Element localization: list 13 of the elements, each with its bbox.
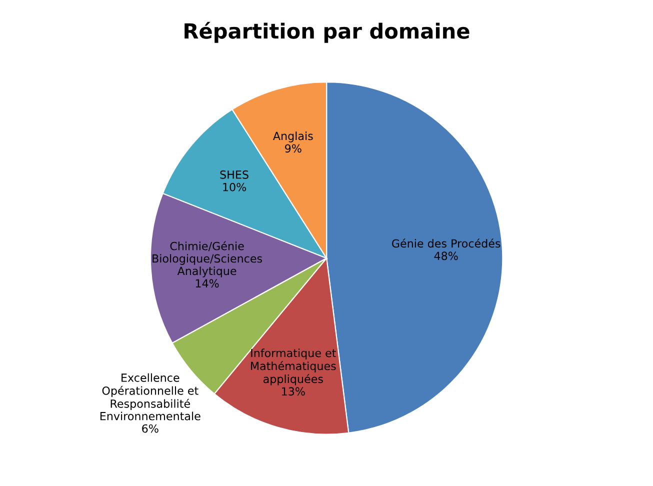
slice-label: SHES [220, 170, 248, 179]
chart-title: Répartition par domaine [184, 22, 470, 43]
data-label: 14% [196, 279, 219, 288]
slice-label: Informatique et Mathématiques appliquées [251, 348, 336, 386]
data-label: 13% [282, 387, 305, 396]
slice-label: Génie des Procédés [392, 238, 500, 248]
slice-label: Chimie/Génie Biologique/Sciences Analytique [152, 241, 262, 278]
data-label: 10% [223, 182, 246, 192]
data-label: 48% [434, 252, 458, 260]
data-label: 6% [142, 424, 158, 433]
slice-label: Anglais [273, 132, 313, 142]
slice-label: Excellence Opérationnelle et Responsabilité Environnementale [100, 373, 200, 420]
data-label: 9% [285, 144, 302, 153]
